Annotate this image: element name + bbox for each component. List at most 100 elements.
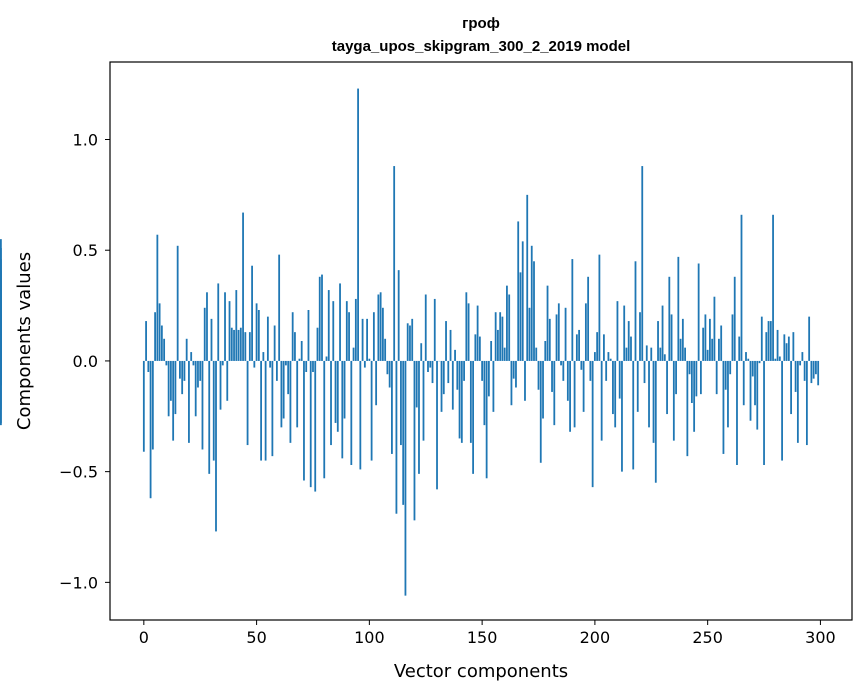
bar bbox=[384, 338, 387, 361]
bar bbox=[616, 301, 619, 361]
bar bbox=[361, 318, 364, 361]
bar bbox=[815, 360, 817, 375]
bar bbox=[515, 360, 517, 388]
bar bbox=[395, 360, 398, 514]
bar bbox=[282, 360, 285, 419]
bar bbox=[411, 318, 414, 361]
x-tick-label: 50 bbox=[246, 628, 266, 647]
bars-group bbox=[0, 88, 820, 596]
bar bbox=[472, 360, 474, 474]
bar bbox=[648, 360, 650, 428]
bar bbox=[149, 360, 152, 499]
bar bbox=[533, 261, 535, 361]
x-tick-label: 100 bbox=[354, 628, 385, 647]
bar bbox=[449, 329, 452, 361]
bar bbox=[742, 360, 745, 406]
bar bbox=[233, 329, 235, 361]
bar bbox=[386, 360, 389, 375]
bar bbox=[596, 332, 599, 361]
bar bbox=[589, 360, 592, 381]
bar bbox=[679, 338, 682, 361]
bar bbox=[810, 360, 813, 384]
plot-frame bbox=[109, 61, 853, 621]
bar bbox=[623, 305, 626, 361]
x-tick-label: 150 bbox=[467, 628, 498, 647]
bar bbox=[569, 360, 571, 432]
bar bbox=[677, 256, 680, 361]
bar bbox=[224, 292, 226, 361]
bar bbox=[332, 301, 335, 361]
bar bbox=[208, 360, 211, 474]
bar bbox=[634, 261, 637, 361]
bar bbox=[248, 332, 251, 361]
bar bbox=[377, 294, 380, 361]
bar bbox=[260, 360, 262, 461]
bar bbox=[271, 360, 274, 457]
bar bbox=[413, 360, 416, 521]
bar bbox=[582, 360, 585, 412]
bar bbox=[553, 360, 556, 426]
bar bbox=[242, 212, 244, 361]
bar bbox=[799, 360, 802, 366]
bar bbox=[0, 360, 2, 368]
bar bbox=[447, 360, 450, 384]
bar bbox=[429, 360, 432, 368]
bar bbox=[494, 312, 497, 361]
bar bbox=[370, 360, 373, 461]
bar bbox=[381, 307, 384, 361]
bar bbox=[309, 360, 312, 488]
y-tick-label: −1.0 bbox=[59, 573, 98, 592]
bar bbox=[478, 336, 481, 361]
bar bbox=[614, 360, 617, 428]
bar bbox=[0, 290, 2, 361]
bar bbox=[363, 360, 366, 368]
bar bbox=[406, 323, 409, 361]
bar bbox=[397, 270, 400, 361]
bar bbox=[729, 360, 732, 375]
bar bbox=[339, 283, 341, 361]
bar bbox=[591, 360, 594, 488]
bar bbox=[318, 276, 321, 361]
bar bbox=[521, 241, 524, 361]
bar bbox=[431, 360, 434, 384]
bar bbox=[639, 312, 641, 361]
bar bbox=[215, 360, 217, 532]
bar bbox=[803, 360, 806, 381]
bar bbox=[587, 276, 590, 361]
bar bbox=[512, 360, 515, 379]
bar bbox=[418, 360, 420, 474]
bar bbox=[772, 214, 774, 361]
bar bbox=[321, 274, 323, 361]
bar bbox=[657, 321, 659, 361]
bar bbox=[666, 360, 668, 415]
bar bbox=[354, 298, 357, 361]
bar bbox=[442, 360, 445, 395]
bar bbox=[765, 332, 768, 361]
bar bbox=[670, 314, 673, 361]
bar bbox=[0, 334, 2, 361]
bar bbox=[341, 360, 344, 459]
bar bbox=[722, 360, 725, 454]
bar bbox=[239, 327, 242, 361]
bar bbox=[352, 347, 355, 361]
bar bbox=[690, 360, 693, 403]
bar bbox=[154, 312, 156, 361]
chart-title: гроф bbox=[462, 15, 500, 32]
bar bbox=[264, 360, 267, 461]
bar bbox=[695, 360, 698, 397]
bar bbox=[499, 312, 502, 361]
bar bbox=[375, 360, 378, 406]
bar bbox=[316, 327, 319, 361]
bar bbox=[266, 316, 269, 361]
bar bbox=[758, 360, 761, 364]
bar bbox=[142, 360, 145, 452]
bar bbox=[460, 360, 463, 443]
x-tick-label: 250 bbox=[692, 628, 723, 647]
bar bbox=[402, 360, 405, 505]
bar bbox=[526, 194, 529, 361]
bar bbox=[420, 343, 423, 361]
bar bbox=[580, 360, 583, 370]
bar bbox=[643, 360, 646, 384]
bar bbox=[537, 360, 540, 390]
